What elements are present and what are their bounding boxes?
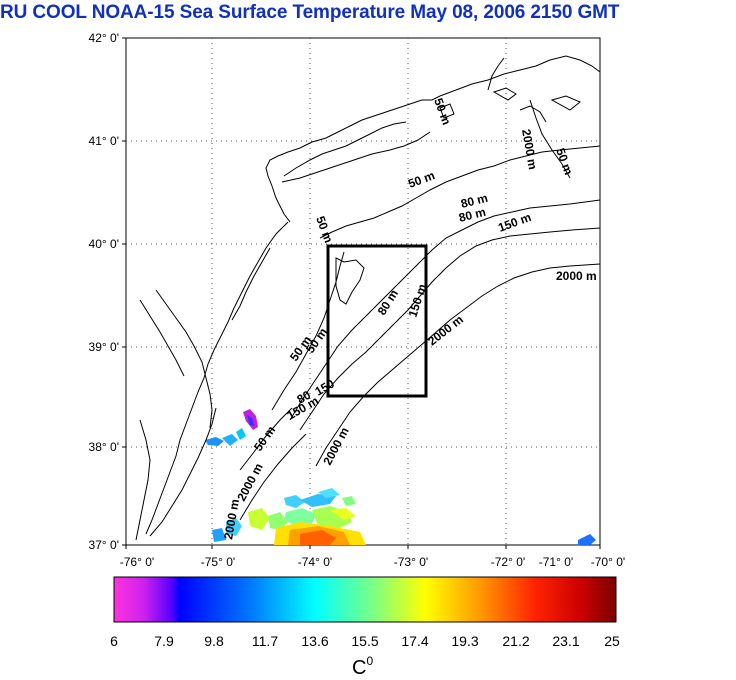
unit-letter: C (352, 657, 366, 679)
colorbar-tick: 17.4 (401, 633, 428, 649)
sst-patch (330, 508, 356, 520)
lon-tick: -76° 0' (120, 555, 154, 569)
lon-tick: -70° 0' (591, 555, 625, 569)
contour-label: 2000 m (519, 128, 540, 171)
colorbar-unit: C0 (352, 654, 373, 679)
longitude-ticks: -76° 0' -75° 0' -74° 0' -73° 0' -72° 0' … (120, 555, 625, 569)
sst-patch (205, 437, 224, 446)
bathymetry-contours (239, 99, 600, 521)
colorbar-tick: 19.3 (451, 633, 478, 649)
sst-patch (268, 512, 288, 530)
map-frame (125, 37, 601, 546)
lon-tick: -74° 0' (298, 555, 332, 569)
unit-superscript: 0 (366, 654, 373, 668)
sst-patch (226, 518, 242, 536)
colorbar-tick: 6 (110, 633, 118, 649)
lat-tick: 38° 0' (89, 440, 119, 454)
colorbar-tick: 7.9 (154, 633, 174, 649)
sst-patch (318, 488, 340, 498)
axis-ticks (122, 37, 601, 549)
lat-tick: 42° 0' (89, 31, 119, 45)
graticule (126, 38, 600, 545)
colorbar-tick: 25 (604, 633, 620, 649)
colorbar-tick: 9.8 (204, 633, 224, 649)
lon-tick: -72° 0' (491, 555, 525, 569)
coastline (135, 55, 600, 541)
map-title: RU COOL NOAA-15 Sea Surface Temperature … (0, 2, 620, 23)
sst-patch (212, 528, 226, 542)
sst-data-patches (205, 409, 596, 545)
colorbar-ticks: 6 7.9 9.8 11.7 13.6 15.5 17.4 19.3 21.2 … (110, 633, 620, 649)
contour-label: 2000 m (556, 269, 597, 283)
lat-tick: 37° 0' (89, 538, 119, 552)
lon-tick: -71° 0' (539, 555, 573, 569)
colorbar-tick: 23.1 (552, 633, 579, 649)
sst-patch (248, 508, 270, 530)
latitude-ticks: 42° 0' 41° 0' 40° 0' 39° 0' 38° 0' 37° 0… (89, 31, 119, 552)
lon-tick: -73° 0' (394, 555, 428, 569)
colorbar (113, 576, 617, 623)
sst-patch (284, 508, 316, 526)
colorbar-tick: 21.2 (502, 633, 529, 649)
sst-patch (284, 495, 305, 508)
colorbar-tick: 15.5 (351, 633, 378, 649)
study-region-box (326, 244, 428, 398)
contour-label: 2000 m (221, 498, 242, 541)
lat-tick: 39° 0' (89, 340, 119, 354)
sst-patch (247, 415, 254, 426)
colorbar-tick: 11.7 (252, 633, 278, 649)
sst-patch (300, 530, 336, 545)
lon-tick: -75° 0' (201, 555, 235, 569)
contour-label: 80 m (457, 205, 487, 225)
sst-patch (236, 428, 246, 440)
colorbar-tick: 13.6 (301, 633, 328, 649)
contour-labels: 50 m 80 m 80 m 150 m 2000 m 50 m 50 m 20… (221, 96, 597, 540)
sst-patch (578, 534, 596, 545)
sst-patch (222, 434, 238, 446)
contour-label: 80 m (459, 191, 489, 211)
contour-label: 80 (295, 388, 314, 407)
sst-patch (342, 496, 356, 506)
lat-tick: 41° 0' (89, 134, 119, 148)
lat-tick: 40° 0' (89, 237, 119, 251)
